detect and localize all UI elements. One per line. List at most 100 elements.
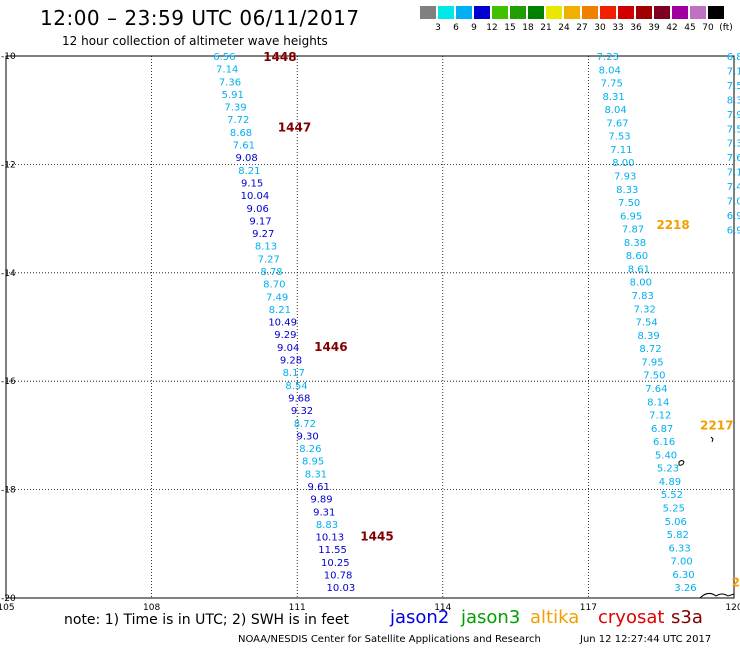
- wave-height-value: 9.31: [313, 507, 335, 518]
- pass-time-label: 2: [732, 576, 740, 590]
- wave-height-value: 8.04: [604, 105, 626, 116]
- wave-height-value: 10.78: [324, 571, 353, 582]
- wave-height-value: 8.83: [316, 520, 338, 531]
- longitude-tick-label: 108: [143, 603, 160, 613]
- color-swatch: [636, 6, 652, 19]
- color-scale-label: 18: [522, 23, 534, 33]
- pass-time-label: 2217: [700, 419, 733, 433]
- wave-height-value: 8.61: [628, 264, 650, 275]
- wave-height-value: 7.5: [727, 81, 740, 92]
- latitude-tick-label: -10: [1, 52, 16, 62]
- color-scale-label: 6: [453, 23, 459, 33]
- wave-height-value: 8.00: [630, 278, 652, 289]
- wave-height-value: 9.29: [274, 330, 296, 341]
- wave-height-value: 8.17: [283, 368, 305, 379]
- wave-height-value: 8.31: [305, 469, 327, 480]
- footer-note: note: 1) Time is in UTC; 2) SWH is in fe…: [64, 612, 350, 628]
- wave-height-value: 9.68: [288, 393, 310, 404]
- legend-s3a: s3a: [671, 607, 703, 628]
- wave-height-value: 8.13: [255, 242, 277, 253]
- color-swatch: [708, 6, 724, 19]
- wave-height-value: 7.23: [597, 52, 619, 63]
- wave-height-value: 7.93: [614, 172, 636, 183]
- color-scale-label: 30: [594, 23, 606, 33]
- pass-time-label: 1447: [278, 120, 311, 134]
- wave-height-value: 3.26: [674, 583, 696, 594]
- wave-height-value: 6.16: [653, 437, 675, 448]
- pass-time-label: 1445: [360, 530, 393, 544]
- color-swatch: [492, 6, 508, 19]
- wave-height-value: 10.25: [321, 558, 350, 569]
- latitude-tick-label: -12: [1, 160, 16, 170]
- color-swatch: [672, 6, 688, 19]
- wave-height-value: 9.27: [252, 229, 274, 240]
- wave-height-value: 7.61: [233, 141, 255, 152]
- wave-height-value: 8.31: [603, 92, 625, 103]
- wave-height-value: 7.50: [643, 371, 665, 382]
- wave-height-value: 8.14: [647, 397, 669, 408]
- wave-height-value: 7.36: [219, 77, 241, 88]
- wave-height-value: 7.1: [727, 66, 740, 77]
- color-scale-label: 33: [612, 23, 624, 33]
- wave-height-value: 9.61: [308, 482, 330, 493]
- color-swatch: [528, 6, 544, 19]
- wave-height-value: 8.33: [616, 185, 638, 196]
- wave-height-value: 10.03: [327, 583, 356, 594]
- wave-height-value: 8.21: [238, 166, 260, 177]
- color-scale-label: 45: [684, 23, 696, 33]
- legend-cryosat: cryosat: [598, 607, 665, 628]
- longitude-tick-label: 105: [0, 603, 15, 613]
- wave-height-value: 8.68: [230, 128, 252, 139]
- wave-height-value: 8.60: [626, 251, 648, 262]
- longitude-tick-label: 120: [725, 603, 740, 613]
- wave-height-value: 10.49: [268, 318, 297, 329]
- wave-height-value: 5.25: [663, 503, 685, 514]
- longitude-tick-label: 117: [580, 603, 597, 613]
- credit-line: NOAA/NESDIS Center for Satellite Applica…: [238, 634, 541, 645]
- wave-height-value: 8.3: [727, 95, 740, 106]
- wave-height-value: 4.89: [659, 477, 681, 488]
- color-swatch: [510, 6, 526, 19]
- color-swatch: [600, 6, 616, 19]
- wave-height-value: 10.13: [315, 533, 344, 544]
- wave-height-value: 7.72: [227, 115, 249, 126]
- color-swatch: [420, 6, 436, 19]
- wave-height-value: 7.67: [606, 118, 628, 129]
- wave-height-value: 6.95: [620, 211, 642, 222]
- latitude-tick-label: -14: [1, 269, 16, 279]
- wave-height-value: 11.55: [318, 545, 347, 556]
- wave-height-value: 9.15: [241, 178, 263, 189]
- wave-height-value: 7.27: [258, 254, 280, 265]
- wave-height-value: 7.49: [266, 292, 288, 303]
- color-swatch: [582, 6, 598, 19]
- map-frame: [5, 55, 735, 599]
- wave-height-value: 7.54: [636, 318, 658, 329]
- wave-height-value: 5.82: [667, 530, 689, 541]
- color-swatch: [690, 6, 706, 19]
- wave-height-value: 6.9: [727, 225, 740, 236]
- wave-height-value: 7.6: [727, 153, 740, 164]
- legend-altika: altika: [530, 607, 580, 628]
- color-scale-label: 39: [648, 23, 660, 33]
- wave-height-value: 8.00: [612, 158, 634, 169]
- wave-height-value: 7.50: [618, 198, 640, 209]
- page-title: 12:00 – 23:59 UTC 06/11/2017: [40, 6, 360, 30]
- color-swatch: [474, 6, 490, 19]
- wave-height-value: 6.9: [727, 211, 740, 222]
- wave-height-value: 9.08: [235, 153, 257, 164]
- generation-timestamp: Jun 12 12:27:44 UTC 2017: [580, 634, 712, 645]
- wave-height-value: 9.17: [249, 216, 271, 227]
- wave-height-value: 5.91: [222, 90, 244, 101]
- wave-height-value: 5.40: [655, 450, 677, 461]
- wave-height-value: 7.11: [610, 145, 632, 156]
- color-swatch: [654, 6, 670, 19]
- color-scale-label: 21: [540, 23, 552, 33]
- color-scale-label: 12: [486, 23, 498, 33]
- wave-height-value: 8.95: [302, 457, 324, 468]
- wave-height-value: 7.83: [632, 291, 654, 302]
- wave-height-value: 5.52: [661, 490, 683, 501]
- longitude-tick-label: 111: [289, 603, 306, 613]
- color-scale-label: 24: [558, 23, 570, 33]
- wave-height-value: 9.06: [247, 204, 269, 215]
